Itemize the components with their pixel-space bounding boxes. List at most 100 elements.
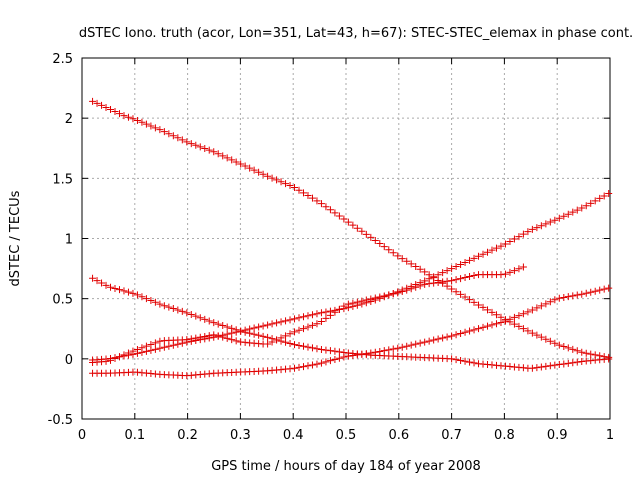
data-point bbox=[528, 364, 536, 372]
data-point bbox=[362, 350, 370, 358]
data-point bbox=[452, 331, 460, 339]
data-point bbox=[353, 298, 361, 306]
data-point bbox=[308, 321, 316, 329]
data-point bbox=[268, 174, 276, 182]
y-tick-label: 0.5 bbox=[52, 293, 73, 308]
data-point bbox=[470, 254, 478, 262]
data-point bbox=[98, 279, 106, 287]
data-point bbox=[587, 288, 595, 296]
x-tick-label: 0 bbox=[78, 428, 86, 443]
data-point bbox=[331, 308, 339, 316]
data-point bbox=[542, 362, 550, 370]
data-point bbox=[398, 288, 406, 296]
data-point bbox=[178, 307, 186, 315]
data-point bbox=[488, 308, 496, 316]
data-point bbox=[124, 349, 132, 357]
data-point bbox=[299, 363, 307, 371]
data-point bbox=[416, 282, 424, 290]
data-point bbox=[142, 120, 150, 128]
data-point bbox=[443, 267, 451, 275]
data-point bbox=[317, 200, 325, 208]
data-point bbox=[367, 295, 375, 303]
data-point bbox=[308, 361, 316, 369]
data-point bbox=[591, 197, 599, 205]
data-point bbox=[250, 330, 258, 338]
data-point bbox=[340, 215, 348, 223]
data-point bbox=[237, 160, 245, 168]
chart-title: dSTEC Iono. truth (acor, Lon=351, Lat=43… bbox=[79, 26, 633, 41]
data-point bbox=[546, 362, 554, 370]
data-point bbox=[156, 344, 164, 352]
data-point bbox=[533, 304, 541, 312]
data-point bbox=[201, 332, 209, 340]
data-point bbox=[519, 310, 527, 318]
data-point bbox=[358, 227, 366, 235]
data-point bbox=[560, 342, 568, 350]
data-point bbox=[488, 321, 496, 329]
data-point bbox=[196, 333, 204, 341]
data-point bbox=[187, 335, 195, 343]
data-point bbox=[165, 130, 173, 138]
data-point bbox=[183, 336, 191, 344]
data-point bbox=[205, 332, 213, 340]
data-point bbox=[555, 361, 563, 369]
data-point bbox=[452, 276, 460, 284]
data-point bbox=[434, 335, 442, 343]
data-point bbox=[322, 314, 330, 322]
data-point bbox=[546, 218, 554, 226]
data-point bbox=[291, 315, 299, 323]
data-point bbox=[286, 330, 294, 338]
data-point bbox=[156, 337, 164, 345]
x-axis-label: GPS time / hours of day 184 of year 2008 bbox=[211, 459, 481, 474]
data-point bbox=[362, 230, 370, 238]
data-point bbox=[93, 99, 101, 107]
data-point bbox=[111, 355, 119, 363]
data-point bbox=[142, 295, 150, 303]
data-point bbox=[107, 106, 115, 114]
data-point bbox=[452, 356, 460, 364]
data-point bbox=[115, 286, 123, 294]
data-point bbox=[89, 274, 97, 282]
data-point bbox=[322, 358, 330, 366]
data-point bbox=[551, 361, 559, 369]
data-point bbox=[335, 305, 343, 313]
data-point bbox=[147, 122, 155, 130]
data-point bbox=[241, 326, 249, 334]
data-point bbox=[501, 317, 509, 325]
data-point bbox=[156, 300, 164, 308]
data-point bbox=[192, 141, 200, 149]
data-point bbox=[313, 320, 321, 328]
data-point bbox=[295, 314, 303, 322]
data-point bbox=[228, 156, 236, 164]
data-point bbox=[120, 112, 128, 120]
data-point bbox=[322, 308, 330, 316]
data-point bbox=[326, 347, 334, 355]
data-point bbox=[515, 233, 523, 241]
data-point bbox=[210, 331, 218, 339]
data-point bbox=[573, 291, 581, 299]
data-point bbox=[515, 322, 523, 330]
x-tick-label: 0.5 bbox=[336, 428, 357, 443]
y-tick-label: 1 bbox=[65, 233, 73, 248]
data-point bbox=[416, 265, 424, 273]
data-point bbox=[587, 350, 595, 358]
data-point bbox=[214, 332, 222, 340]
data-point bbox=[533, 331, 541, 339]
data-point bbox=[98, 101, 106, 109]
data-point bbox=[326, 206, 334, 214]
data-point bbox=[466, 273, 474, 281]
data-point bbox=[448, 332, 456, 340]
data-point bbox=[376, 347, 384, 355]
data-point bbox=[102, 357, 110, 365]
data-point bbox=[542, 335, 550, 343]
data-point bbox=[304, 312, 312, 320]
data-point bbox=[569, 345, 577, 353]
data-point bbox=[600, 285, 608, 293]
data-point bbox=[394, 289, 402, 297]
data-point bbox=[183, 138, 191, 146]
data-point bbox=[461, 293, 469, 301]
data-point bbox=[237, 327, 245, 335]
data-point bbox=[403, 286, 411, 294]
data-point bbox=[407, 260, 415, 268]
data-point bbox=[587, 199, 595, 207]
